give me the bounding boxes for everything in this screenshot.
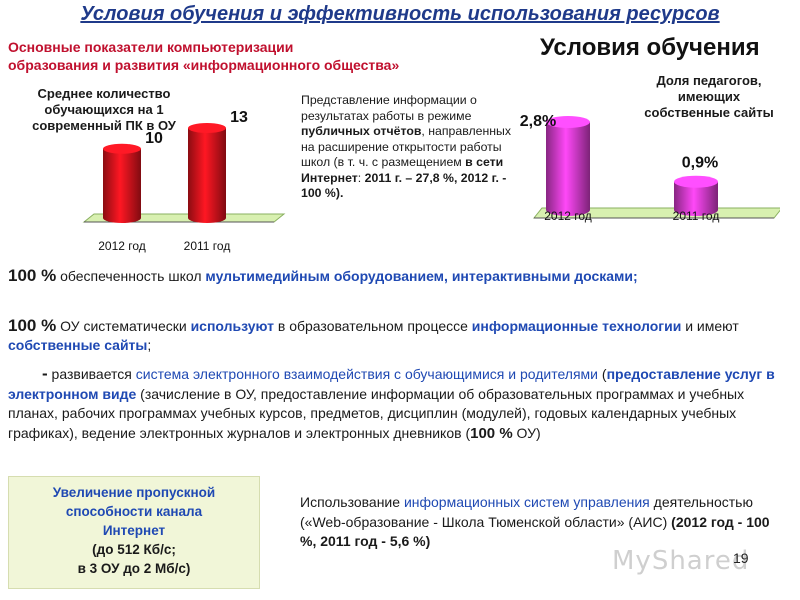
chart2-title-line: имеющих <box>677 89 741 104</box>
paragraph-text: ( <box>598 366 607 382</box>
highlight-text: информационные технологии <box>471 318 682 334</box>
chart2-bar <box>546 116 590 216</box>
chart1-bar <box>103 143 141 223</box>
chart1-title-line: современный ПК в ОУ <box>32 118 176 133</box>
paragraph-text: и имеют <box>681 318 739 334</box>
chart-teachers-sites: 2,8% 2012 год 0,9% 2011 год <box>520 113 780 223</box>
chart1-value-label: 10 <box>145 130 163 147</box>
percent-value: 100 % <box>470 424 513 442</box>
chart1-bar-body <box>103 148 141 223</box>
paragraph-text: ОУ систематически <box>56 318 191 334</box>
box-line: в 3 ОУ до 2 Мб/с) <box>77 561 191 576</box>
info-stats: 2011 г. – 27,8 %, 2012 г. - 100 %). <box>301 170 507 201</box>
chart1-title: Среднее количество обучающихся на 1 совр… <box>6 86 202 134</box>
box-line: способности канала <box>65 504 203 519</box>
info-text: , направленных на расширение открытости … <box>301 124 512 169</box>
chart1-category-label: 2012 год <box>98 239 146 253</box>
chart2-value-label: 0,9% <box>682 155 718 172</box>
paragraph-text: обеспеченность школ <box>56 268 206 284</box>
paragraph-text: в образовательном процессе <box>274 318 472 334</box>
info-text: : <box>357 170 365 185</box>
box-line: (до 512 Кб/с; <box>92 542 176 557</box>
section-title: Условия обучения <box>540 34 760 61</box>
ais-stats: (2012 год - 100 %, 2011 год - 5,6 %) <box>300 513 770 550</box>
chart1-bar <box>188 123 226 223</box>
internet-bandwidth-box: Увеличение пропускной способности канала… <box>8 476 260 589</box>
paragraph-multimedia: 100 % обеспеченность школ мультимедийным… <box>8 266 793 286</box>
paragraph-text: ; <box>147 337 152 353</box>
chart2-value-label: 2,8% <box>520 113 556 130</box>
chart2-category-label: 2012 год <box>544 209 592 223</box>
chart2-title: Доля педагогов, имеющих собственные сайт… <box>626 73 792 121</box>
chart2-category-label: 2011 год <box>673 209 720 223</box>
chart1-title-line: обучающихся на 1 <box>44 102 164 117</box>
page-number: 19 <box>733 550 749 566</box>
paragraph-text: развивается <box>47 366 136 382</box>
chart2-bar-body <box>674 181 718 216</box>
box-line: Интернет <box>102 523 166 538</box>
chart1-bar-body <box>188 128 226 223</box>
paragraph-electronic: - развивается система электронного взаим… <box>8 364 793 443</box>
subtitle: Основные показатели компьютеризации обра… <box>8 38 399 74</box>
paragraph-text: Использование <box>300 494 404 510</box>
percent-value: 100 % <box>8 266 57 285</box>
paragraph-text: ОУ) <box>512 424 541 441</box>
dash-marker: - <box>42 364 48 383</box>
highlight-text: собственные сайты <box>8 337 148 353</box>
info-public-reports: публичных отчётов <box>301 124 422 138</box>
chart2-marks: 2,8% 2012 год 0,9% 2011 год <box>520 113 719 223</box>
chart1-marks: 10 2012 год 13 2011 год <box>98 109 248 253</box>
paragraph-text: деятельностью («Web-образование - Школа … <box>300 494 753 530</box>
chart1-value-label: 13 <box>230 109 248 126</box>
chart1-bar-top <box>188 123 226 133</box>
chart2-bar <box>674 175 718 216</box>
chart2-bar-body <box>546 122 590 216</box>
highlight-text: используют <box>190 318 274 334</box>
chart2-title-line: Доля педагогов, <box>656 73 762 88</box>
subtitle-line-1: Основные показатели компьютеризации <box>8 39 294 55</box>
chart2-title-line: собственные сайты <box>644 105 774 120</box>
chart1-title-line: Среднее количество <box>37 86 171 101</box>
subtitle-line-2: образования и развития «информационного … <box>8 57 400 73</box>
chart-students-per-pc: 10 2012 год 13 2011 год <box>82 109 286 253</box>
highlight-text: предоставление услуг в электронном виде <box>8 366 775 402</box>
chart2-bar-top <box>546 116 590 128</box>
info-text: Представление информации о результатах р… <box>301 93 477 123</box>
chart1-category-label: 2011 год <box>184 239 231 253</box>
chart2-bar-top <box>674 175 718 188</box>
percent-value: 100 % <box>8 316 57 335</box>
box-line: Увеличение пропускной <box>52 485 216 500</box>
highlight-text: мультимедийным оборудованием, интерактив… <box>205 268 638 284</box>
paragraph-text: (зачисление в ОУ, предоставление информа… <box>8 385 745 441</box>
chart1-bar-top <box>103 143 141 154</box>
watermark: MyShared <box>612 546 750 576</box>
paragraph-it: 100 % ОУ систематически используют в обр… <box>8 316 793 355</box>
info-internet: в сети Интернет <box>301 155 504 185</box>
main-title: Условия обучения и эффективность использ… <box>80 3 720 25</box>
highlight-text: система электронного взаимодействия с об… <box>135 366 599 382</box>
paragraph-ais: Использование информационных систем упра… <box>300 493 780 552</box>
info-block: Представление информации о результатах р… <box>301 93 516 202</box>
highlight-text: информационных систем управления <box>403 494 650 510</box>
